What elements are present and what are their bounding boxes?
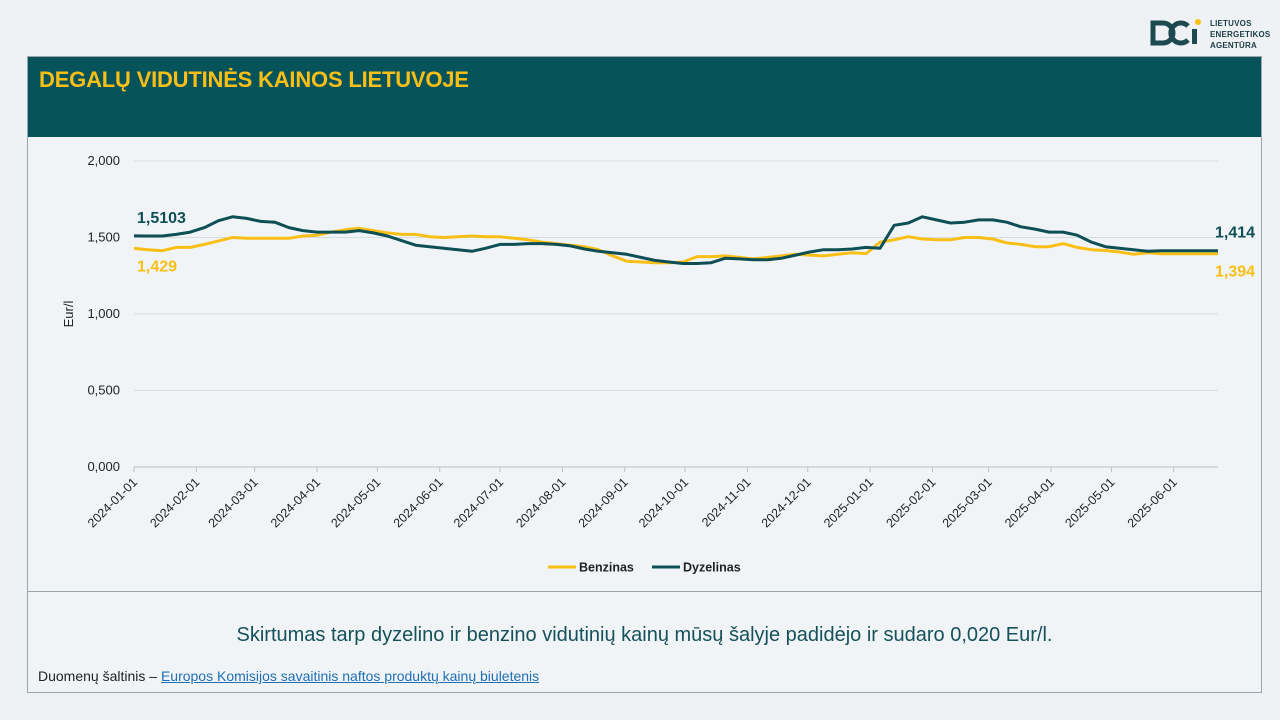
- source-link[interactable]: Europos Komisijos savaitinis naftos prod…: [160, 668, 540, 684]
- data-label-dyzelinas-end: 1,414: [1215, 225, 1255, 242]
- legend-label-dyzelinas: Dyzelinas: [683, 561, 741, 575]
- x-tick-label: 2025-01-01: [821, 475, 876, 530]
- data-label-dyzelinas-start: 1,5103: [137, 210, 186, 227]
- x-tick-label: 2024-03-01: [206, 475, 261, 530]
- brand-name: LIETUVOS ENERGETIKOS AGENTŪRA: [1210, 18, 1270, 51]
- brand-line3: AGENTŪRA: [1210, 41, 1257, 50]
- x-tick-label: 2024-08-01: [513, 475, 568, 530]
- x-tick-label: 2024-06-01: [391, 475, 446, 530]
- x-tick-label: 2025-06-01: [1125, 475, 1180, 530]
- y-axis-title: Eur/l: [61, 301, 76, 328]
- y-tick-label: 0,000: [87, 459, 120, 474]
- summary-panel: Skirtumas tarp dyzelino ir benzino vidut…: [27, 591, 1262, 693]
- chart-panel: DEGALŲ VIDUTINĖS KAINOS LIETUVOJE 0,000 0…: [27, 56, 1262, 592]
- data-label-benzinas-start: 1,429: [137, 258, 177, 275]
- x-tick-label: 2024-07-01: [451, 475, 506, 530]
- y-tick-label: 2,000: [87, 153, 120, 168]
- x-tick-label: 2024-02-01: [147, 475, 202, 530]
- x-tick-label: 2024-09-01: [576, 475, 631, 530]
- x-tick-label: 2024-05-01: [328, 475, 383, 530]
- x-tick-label: 2024-04-01: [268, 475, 323, 530]
- y-tick-label: 1,000: [87, 306, 120, 321]
- chart-header: DEGALŲ VIDUTINĖS KAINOS LIETUVOJE: [28, 57, 1261, 137]
- lea-logo-icon: [1150, 19, 1201, 46]
- brand-line1: LIETUVOS: [1210, 19, 1252, 28]
- brand-logo: LIETUVOS ENERGETIKOS AGENTŪRA: [1150, 16, 1270, 54]
- chart-title: DEGALŲ VIDUTINĖS KAINOS LIETUVOJE: [39, 67, 469, 92]
- x-tick-label: 2025-03-01: [940, 475, 995, 530]
- brand-line2: ENERGETIKOS: [1210, 30, 1271, 39]
- x-tick-label: 2024-11-01: [699, 475, 753, 529]
- summary-text: Skirtumas tarp dyzelino ir benzino vidut…: [236, 624, 1053, 646]
- source-line: Duomenų šaltinis – Europos Komisijos sav…: [38, 668, 539, 684]
- data-label-benzinas-end: 1,394: [1215, 264, 1255, 281]
- x-tick-label: 2024-10-01: [636, 475, 691, 530]
- x-tick-label: 2025-02-01: [883, 475, 938, 530]
- y-tick-label: 0,500: [87, 383, 120, 398]
- legend-label-benzinas: Benzinas: [579, 561, 634, 575]
- series-line-dyzelinas: [133, 215, 1218, 265]
- x-tick-label: 2025-04-01: [1002, 475, 1057, 530]
- x-tick-label: 2025-05-01: [1062, 475, 1117, 530]
- x-tick-label: 2024-01-01: [85, 475, 140, 530]
- source-prefix: Duomenų šaltinis –: [38, 668, 161, 684]
- x-tick-label: 2024-12-01: [759, 475, 814, 530]
- y-tick-label: 1,500: [87, 230, 120, 245]
